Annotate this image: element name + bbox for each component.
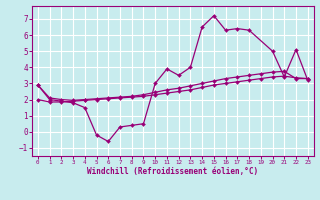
X-axis label: Windchill (Refroidissement éolien,°C): Windchill (Refroidissement éolien,°C) xyxy=(87,167,258,176)
